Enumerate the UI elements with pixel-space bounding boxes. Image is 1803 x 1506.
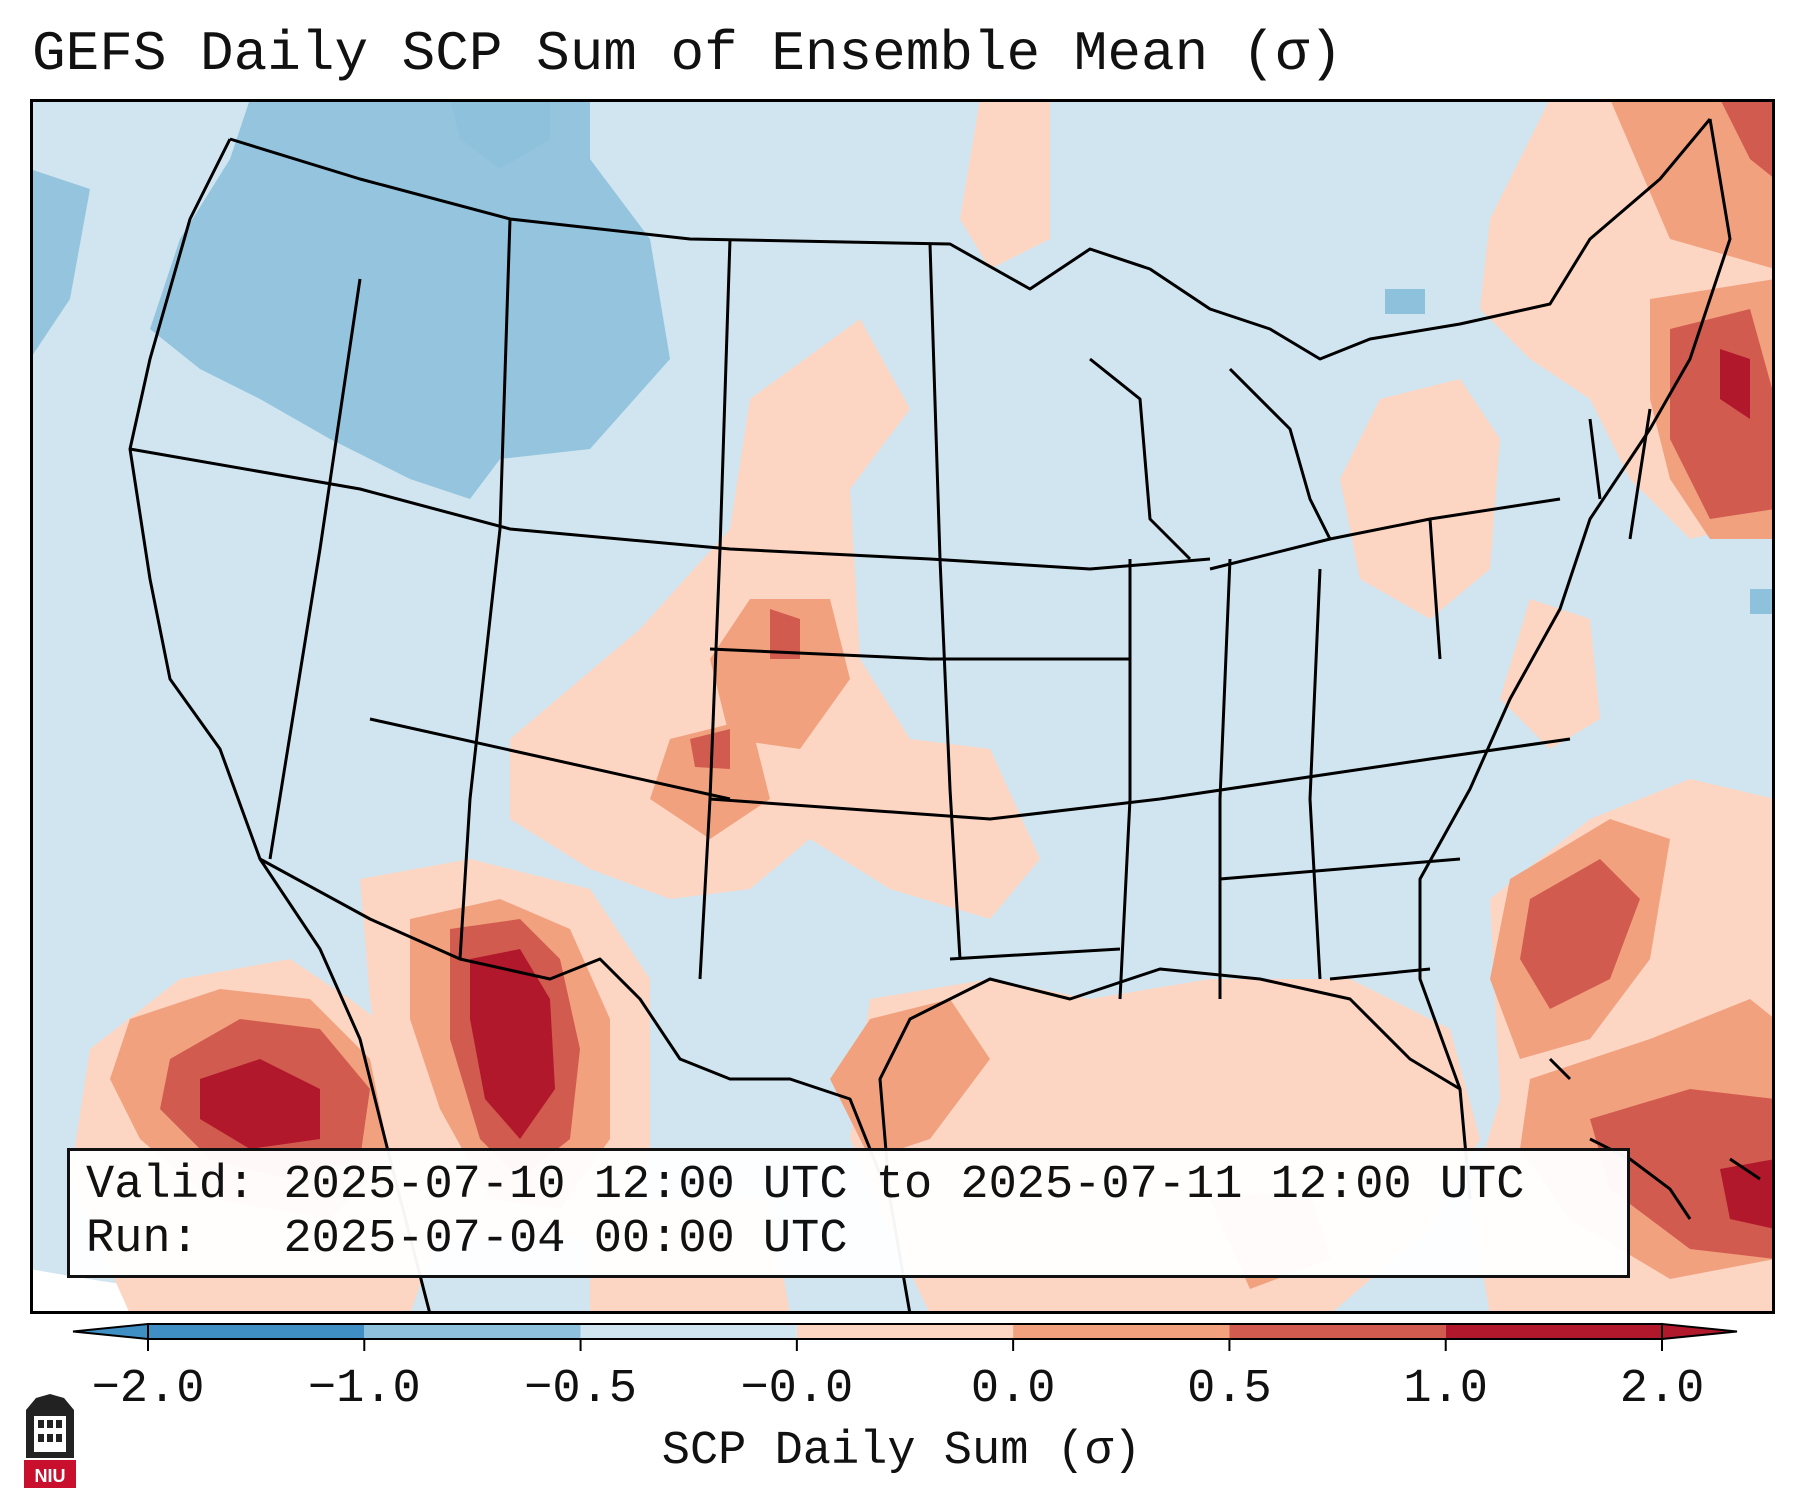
colorbar-segment [364, 1324, 581, 1339]
valid-label: Valid: [86, 1159, 256, 1212]
colorbar-segment [1013, 1324, 1230, 1339]
run-label: Run: [86, 1213, 199, 1266]
colorbar-segment [148, 1324, 365, 1339]
colorbar-tick-label: −0.0 [740, 1363, 853, 1416]
colorbar-segment [1229, 1324, 1446, 1339]
map-svg [30, 99, 1775, 1314]
colorbar-tick-label: 2.0 [1620, 1363, 1705, 1416]
colorbar-tick-label: −0.5 [524, 1363, 637, 1416]
colorbar-label: SCP Daily Sum (σ) [661, 1425, 1142, 1478]
map-border [30, 99, 1775, 1314]
run-value: 2025-07-04 00:00 UTC [283, 1213, 848, 1266]
colorbar-tick-label: 1.0 [1403, 1363, 1488, 1416]
colorbar-tick-label: 0.5 [1187, 1363, 1272, 1416]
colorbar: −2.0 −1.0 −0.5 −0.0 0.0 0.5 1.0 2.0 [72, 1322, 1738, 1416]
colorbar-extend-high [1661, 1322, 1738, 1341]
colorbar-segment [1445, 1324, 1662, 1339]
colorbar-tick-label: 0.0 [971, 1363, 1056, 1416]
map-panel [30, 99, 1775, 1314]
logo-text: NIU [35, 1466, 66, 1486]
colorbar-tick-label: −2.0 [92, 1363, 205, 1416]
positive-strong [160, 99, 1775, 1259]
valid-run-info-box: Valid: 2025-07-10 12:00 UTC to 2025-07-1… [67, 1148, 1630, 1278]
valid-value: 2025-07-10 12:00 UTC to 2025-07-11 12:00… [283, 1159, 1525, 1212]
colorbar-tick-label: −1.0 [308, 1363, 421, 1416]
chart-title: GEFS Daily SCP Sum of Ensemble Mean (σ) [32, 22, 1343, 86]
negative-anomalies [30, 99, 1775, 614]
colorbar-segment [580, 1324, 797, 1339]
colorbar-segment [796, 1324, 1014, 1339]
niu-logo: NIU [24, 1394, 76, 1488]
colorbar-extend-low [72, 1322, 149, 1341]
boundaries [128, 118, 1732, 1314]
anomaly-northwest [150, 99, 670, 499]
